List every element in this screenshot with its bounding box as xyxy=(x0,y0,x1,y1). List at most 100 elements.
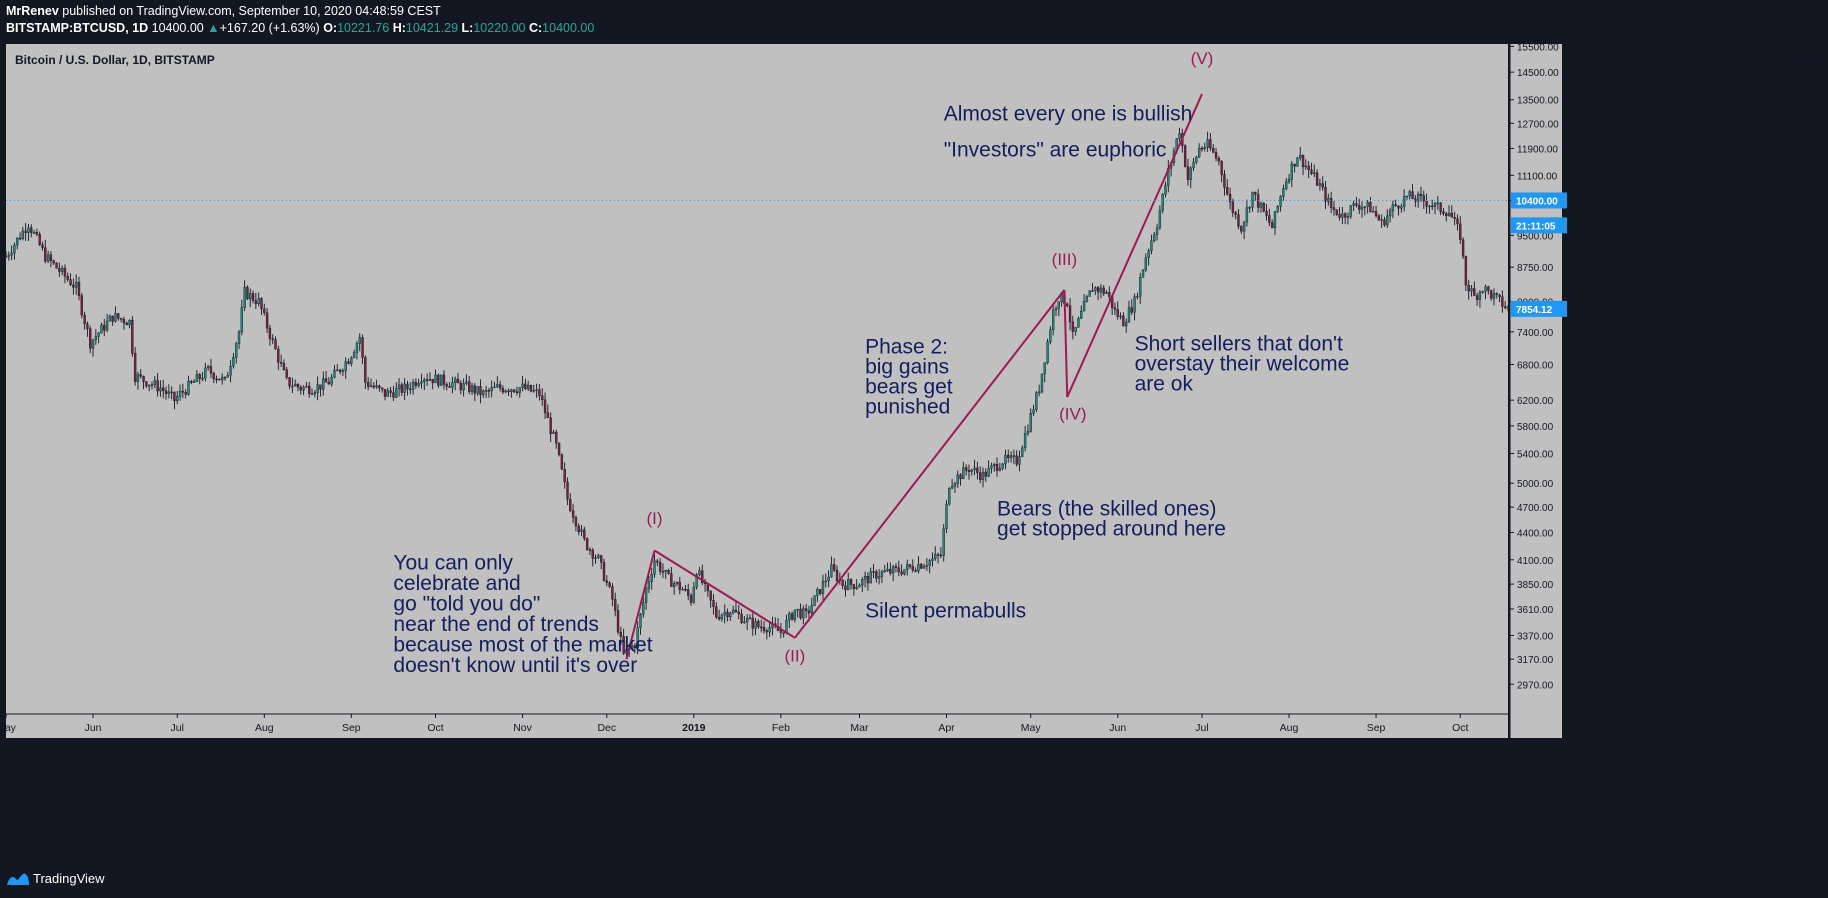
candle xyxy=(16,237,19,250)
candle xyxy=(1268,208,1271,227)
x-tick-label: Mar xyxy=(850,722,869,734)
candle xyxy=(369,378,373,388)
candle xyxy=(437,373,440,389)
candle xyxy=(566,477,569,506)
high-label: H: xyxy=(392,21,406,35)
candle xyxy=(302,385,305,396)
candle xyxy=(692,581,696,604)
candle xyxy=(1343,212,1347,225)
candle xyxy=(1475,292,1479,306)
candle xyxy=(861,576,864,592)
candle xyxy=(973,459,976,476)
author-name[interactable]: MrRenev xyxy=(6,4,59,18)
candle xyxy=(1495,292,1498,299)
annotation-line: big gains xyxy=(865,355,949,378)
candle xyxy=(119,317,123,323)
candle xyxy=(291,377,294,394)
candle xyxy=(1212,144,1215,154)
candle xyxy=(338,368,342,375)
candle xyxy=(1456,214,1459,231)
candle xyxy=(1366,200,1369,214)
close-label: C: xyxy=(528,21,543,35)
candle xyxy=(128,319,131,329)
candle xyxy=(232,352,235,369)
candle xyxy=(223,376,227,381)
candle xyxy=(670,566,673,587)
annotation-line: Short sellers that don't xyxy=(1135,333,1343,356)
candle xyxy=(431,378,434,390)
candle xyxy=(1433,201,1437,215)
candle xyxy=(1273,211,1277,235)
candle xyxy=(532,384,535,393)
tradingview-brand[interactable]: TradingView xyxy=(33,871,105,886)
candle xyxy=(804,604,808,618)
candle xyxy=(953,481,957,493)
y-tick-label: 13500.00 xyxy=(1517,96,1559,107)
candle xyxy=(833,558,836,573)
wave-line xyxy=(794,289,1066,639)
y-axis[interactable]: 15500.00 14500.00 13500.00 12700.00 11900.00… xyxy=(6,39,1567,738)
candle xyxy=(72,278,75,295)
candle xyxy=(150,381,154,390)
candle xyxy=(563,462,566,489)
candle xyxy=(1214,147,1218,162)
candle xyxy=(364,355,367,390)
candle xyxy=(484,385,488,398)
candle xyxy=(675,581,679,587)
wave-label: (IV) xyxy=(1059,404,1086,423)
annotation-line: You can only xyxy=(393,551,513,574)
candle xyxy=(1015,450,1018,467)
candle xyxy=(75,274,78,295)
candle xyxy=(389,386,392,398)
candle xyxy=(344,357,347,379)
candle xyxy=(1431,199,1434,211)
candle xyxy=(372,382,375,390)
candle xyxy=(672,581,676,595)
candle xyxy=(852,583,856,596)
candle xyxy=(4,251,8,258)
candle xyxy=(1383,216,1386,227)
candle xyxy=(1251,191,1254,212)
tradingview-logo-icon[interactable] xyxy=(6,871,30,892)
annotation: Almost every one is bullish "Investors" a… xyxy=(944,102,1193,161)
candle xyxy=(939,546,943,559)
candle xyxy=(1349,205,1352,219)
candle xyxy=(802,605,805,625)
candle xyxy=(830,556,833,578)
annotation-line: near the end of trends xyxy=(393,613,598,636)
candle xyxy=(209,358,213,378)
candle xyxy=(296,382,300,392)
candle xyxy=(712,594,715,615)
symbol-label[interactable]: BITSTAMP:BTCUSD, 1D xyxy=(6,21,149,35)
candle xyxy=(855,579,858,590)
annotation-line: Bears (the skilled ones) xyxy=(997,497,1216,520)
candle xyxy=(959,473,962,486)
candle xyxy=(1307,161,1310,179)
candle xyxy=(950,478,954,490)
candle xyxy=(358,333,361,352)
candle xyxy=(1324,181,1327,210)
candle xyxy=(681,586,684,591)
candle xyxy=(131,316,134,357)
x-tick-label: Sep xyxy=(1367,722,1386,734)
candle xyxy=(588,547,592,556)
candle xyxy=(698,566,701,577)
x-tick-label: 2019 xyxy=(682,722,706,734)
candle xyxy=(717,609,721,621)
candle xyxy=(754,618,757,636)
candle xyxy=(439,374,443,386)
candle xyxy=(1127,300,1131,323)
x-axis[interactable]: May Jun Jul Aug Sep Oct Nov Dec 2019 Feb Mar Apr May… xyxy=(0,713,1508,734)
candle xyxy=(889,562,892,576)
candle xyxy=(737,604,740,620)
candle xyxy=(642,595,645,618)
candle xyxy=(142,375,145,390)
candle xyxy=(760,619,763,633)
candle xyxy=(479,379,482,404)
candle xyxy=(594,554,597,564)
candle xyxy=(549,412,552,443)
candle xyxy=(813,595,816,607)
candle xyxy=(1388,207,1392,223)
candle xyxy=(448,382,451,388)
